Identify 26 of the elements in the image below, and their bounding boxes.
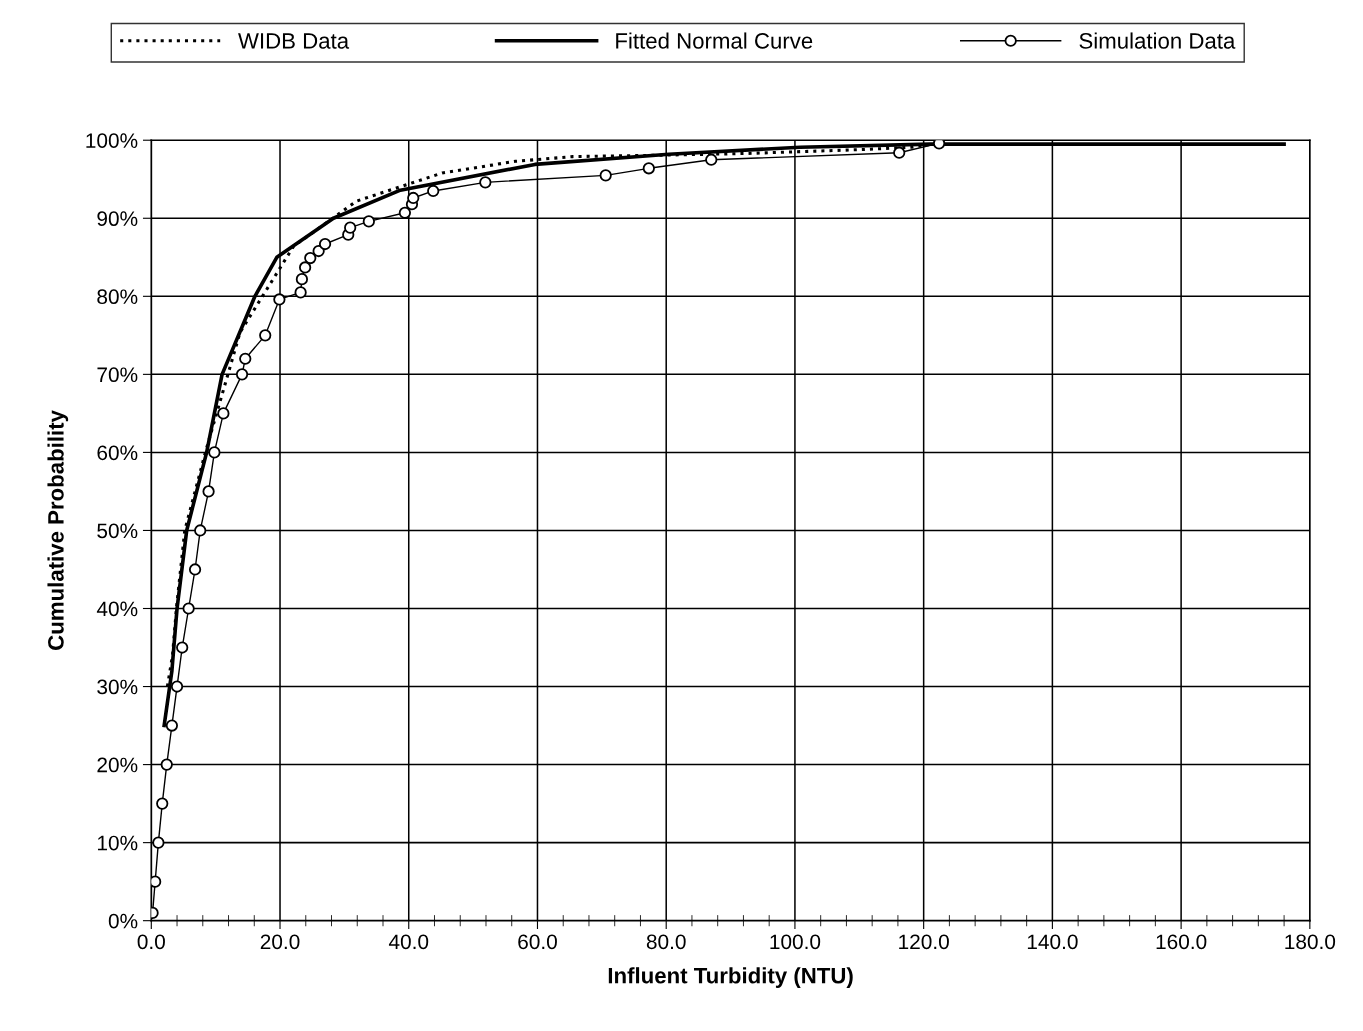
- y-tick-label: 90%: [97, 211, 138, 227]
- x-tick-label: 60.0: [518, 934, 557, 950]
- legend-label: WIDB Data: [238, 33, 350, 49]
- legend-label: Simulation Data: [1079, 32, 1236, 49]
- x-tick-label: 160.0: [1156, 934, 1207, 950]
- y-tick-label: 40%: [96, 601, 138, 617]
- y-tick-label: 20%: [97, 757, 138, 773]
- x-tick-label: 40.0: [388, 934, 429, 950]
- y-tick-label: 70%: [97, 367, 138, 383]
- x-tick-label: 140.0: [1027, 934, 1078, 950]
- y-tick-label: 50%: [97, 523, 138, 539]
- y-tick-label: 0%: [108, 913, 138, 929]
- x-tick-label: 180.0: [1285, 934, 1336, 950]
- y-tick-label: 30%: [97, 679, 138, 695]
- y-tick-label: 10%: [97, 835, 138, 851]
- x-tick-label: 120.0: [899, 934, 949, 950]
- x-tick-label: 0.0: [137, 934, 165, 950]
- y-tick-label: 80%: [97, 289, 138, 305]
- y-axis-title: Cumulative Probability: [47, 410, 69, 650]
- x-tick-label: 20.0: [260, 934, 300, 950]
- x-tick-label: 100.0: [770, 934, 821, 950]
- x-tick-label: 80.0: [646, 934, 686, 950]
- y-tick-label: 60%: [97, 445, 138, 461]
- legend-label: Fitted Normal Curve: [616, 32, 813, 49]
- x-axis-title: Influent Turbidity (NTU): [608, 967, 853, 988]
- y-tick-label: 100%: [86, 133, 138, 148]
